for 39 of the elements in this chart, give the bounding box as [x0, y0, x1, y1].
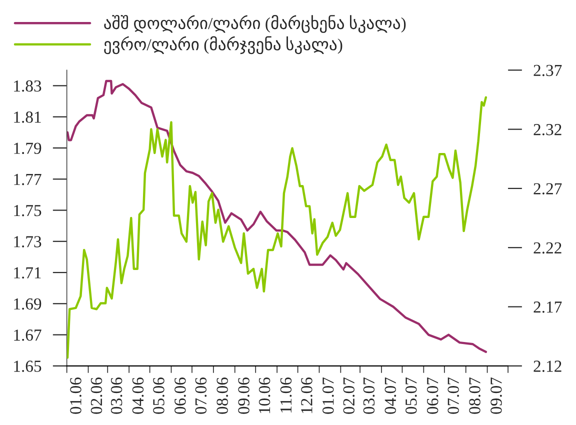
x-tick-label: 08.06 — [216, 378, 228, 414]
y-tick-label: 1.71 — [14, 267, 41, 279]
x-tick-label: 04.07 — [384, 378, 396, 414]
x-tick-label: 08.07 — [469, 378, 480, 414]
y-tick-label: 1.81 — [14, 112, 41, 123]
y2-tick-label: 2.22 — [534, 242, 562, 254]
legend-label: აშშ დოლარი/ლარი (მარცხენა სკალა) — [104, 15, 406, 33]
x-tick-label: 10.06 — [258, 378, 270, 414]
y2-tick-label: 2.32 — [534, 124, 562, 136]
y-tick-label: 1.79 — [14, 142, 42, 154]
x-tick-label: 06.06 — [174, 378, 186, 414]
y2-tick-label: 2.17 — [534, 302, 562, 313]
y-tick-label: 1.65 — [14, 360, 42, 372]
x-tick-label: 07.06 — [195, 378, 207, 414]
x-tick-label: 01.07 — [322, 378, 334, 414]
x-tick-label: 04.06 — [132, 378, 144, 414]
y-tick-label: 1.75 — [14, 205, 42, 216]
x-tick-label: 09.06 — [238, 378, 250, 414]
x-tick-label: 01.06 — [70, 378, 82, 414]
y2-tick-label: 2.37 — [534, 64, 562, 76]
x-tick-label: 03.07 — [363, 378, 375, 414]
x-tick-label: 06.07 — [426, 378, 438, 414]
y-tick-label: 1.73 — [14, 236, 42, 248]
y2-tick-label: 2.27 — [534, 183, 562, 194]
y2-tick-label: 2.12 — [534, 360, 562, 372]
y-tick-label: 1.69 — [14, 298, 42, 310]
x-tick-label: 02.06 — [90, 378, 102, 414]
x-tick-label: 02.07 — [343, 378, 355, 414]
legend-label: ევრო/ლარი (მარჯვენა სკალა) — [104, 36, 342, 54]
y-tick-label: 1.77 — [14, 174, 42, 186]
x-tick-label: 03.06 — [110, 378, 122, 414]
x-tick-label: 07.07 — [448, 378, 460, 414]
y-tick-label: 1.83 — [14, 80, 42, 92]
x-tick-label: 05.06 — [153, 378, 164, 414]
y-tick-label: 1.67 — [14, 330, 42, 341]
x-tick-label: 09.07 — [490, 378, 502, 414]
x-tick-label: 12.06 — [301, 378, 312, 414]
x-tick-label: 11.06 — [280, 378, 292, 412]
x-tick-label: 05.07 — [406, 378, 417, 414]
